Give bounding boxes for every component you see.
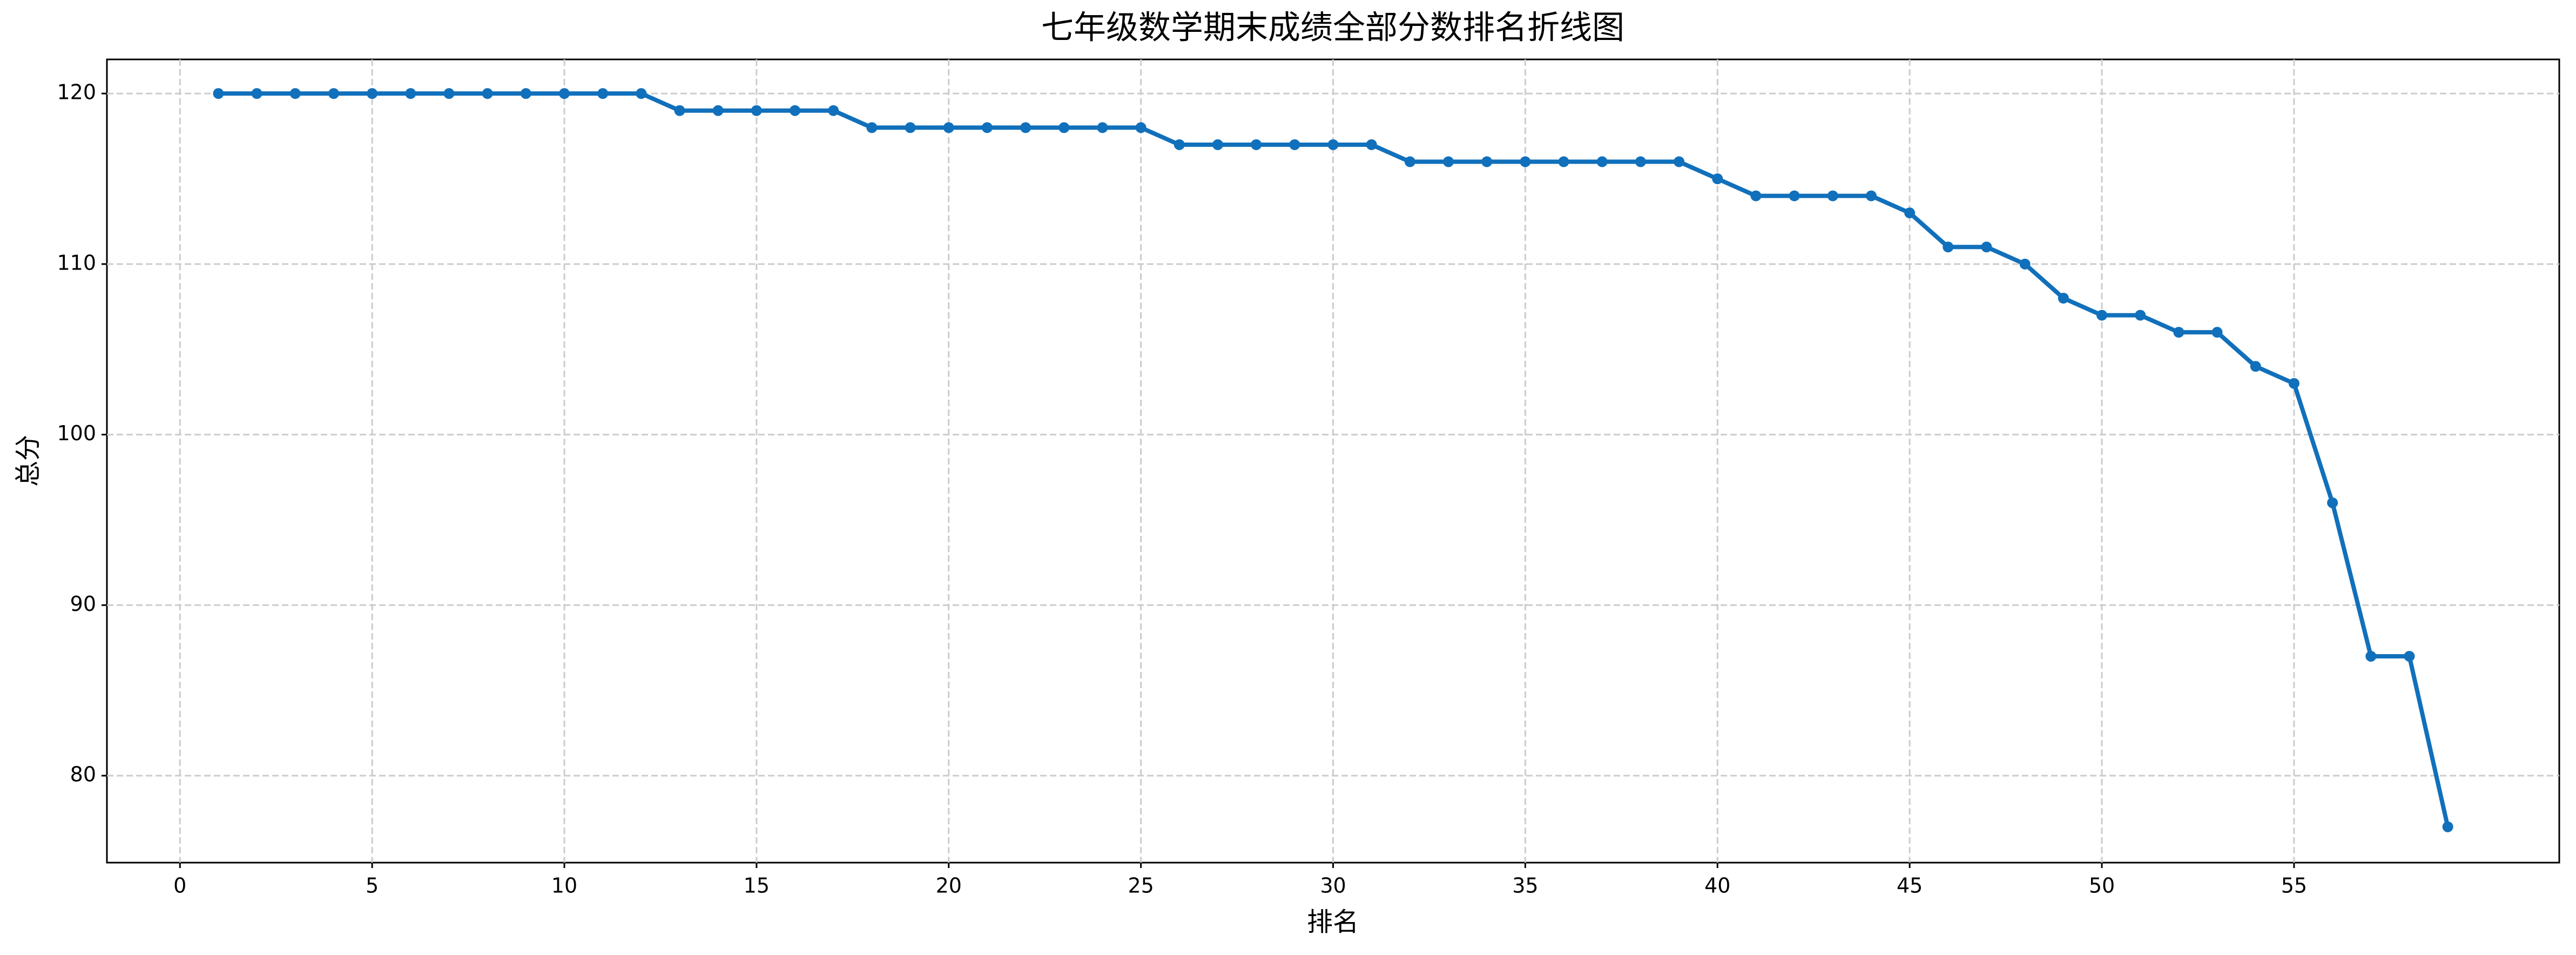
data-point bbox=[520, 88, 531, 99]
x-tick-label: 15 bbox=[744, 874, 770, 898]
data-point bbox=[1366, 139, 1377, 150]
data-point bbox=[2211, 327, 2223, 338]
data-point bbox=[2442, 821, 2453, 832]
data-point bbox=[1481, 156, 1493, 167]
data-point bbox=[1750, 190, 1762, 201]
data-point bbox=[1404, 156, 1415, 167]
data-point bbox=[251, 88, 262, 99]
data-point bbox=[1327, 139, 1339, 150]
data-point bbox=[1712, 173, 1723, 184]
x-tick-label: 0 bbox=[173, 874, 186, 898]
data-point bbox=[1174, 139, 1185, 150]
data-point bbox=[2096, 310, 2108, 321]
data-point bbox=[2365, 650, 2377, 662]
data-point bbox=[1520, 156, 1531, 167]
x-tick-label: 45 bbox=[1897, 874, 1923, 898]
data-point bbox=[1827, 190, 1838, 201]
data-point bbox=[405, 88, 416, 99]
data-point bbox=[981, 122, 993, 133]
data-point bbox=[712, 105, 724, 116]
data-point bbox=[1635, 156, 1646, 167]
data-point bbox=[2019, 258, 2031, 270]
y-tick-label: 110 bbox=[57, 251, 96, 274]
data-point bbox=[943, 122, 954, 133]
data-point bbox=[482, 88, 493, 99]
x-tick-label: 30 bbox=[1320, 874, 1346, 898]
data-point bbox=[1212, 139, 1223, 150]
data-point bbox=[866, 122, 878, 133]
data-point bbox=[367, 88, 378, 99]
data-point bbox=[1135, 122, 1147, 133]
data-point bbox=[2135, 310, 2146, 321]
data-point bbox=[1251, 139, 1262, 150]
data-point bbox=[1865, 190, 1877, 201]
data-point bbox=[790, 105, 801, 116]
data-point bbox=[558, 88, 570, 99]
chart-title: 七年级数学期末成绩全部分数排名折线图 bbox=[1041, 9, 1624, 47]
x-tick-label: 35 bbox=[1512, 874, 1538, 898]
data-point bbox=[1789, 190, 1800, 201]
x-tick-label: 10 bbox=[551, 874, 577, 898]
data-point bbox=[213, 88, 224, 99]
data-point bbox=[1558, 156, 1569, 167]
data-point bbox=[1289, 139, 1300, 150]
data-point bbox=[2404, 650, 2415, 662]
data-point bbox=[597, 88, 609, 99]
y-tick-label: 80 bbox=[70, 762, 96, 786]
x-tick-label: 50 bbox=[2089, 874, 2115, 898]
x-tick-label: 55 bbox=[2281, 874, 2307, 898]
data-point bbox=[1904, 207, 1916, 219]
x-tick-label: 25 bbox=[1128, 874, 1154, 898]
y-axis-label: 总分 bbox=[13, 435, 43, 487]
data-point bbox=[1981, 241, 1992, 253]
data-point bbox=[328, 88, 339, 99]
data-point bbox=[674, 105, 685, 116]
data-point bbox=[443, 88, 455, 99]
data-point bbox=[289, 88, 301, 99]
data-point bbox=[2058, 292, 2069, 304]
data-point bbox=[1943, 241, 1954, 253]
data-point bbox=[2288, 378, 2299, 389]
data-point bbox=[1097, 122, 1108, 133]
data-point bbox=[636, 88, 647, 99]
data-point bbox=[1674, 156, 1685, 167]
x-tick-label: 5 bbox=[366, 874, 379, 898]
y-tick-label: 120 bbox=[57, 80, 96, 104]
data-point bbox=[2327, 497, 2338, 508]
x-tick-label: 40 bbox=[1704, 874, 1730, 898]
data-point bbox=[1443, 156, 1454, 167]
x-axis-label: 排名 bbox=[1307, 907, 1359, 937]
data-point bbox=[1596, 156, 1608, 167]
data-point bbox=[828, 105, 839, 116]
data-point bbox=[905, 122, 916, 133]
x-tick-label: 20 bbox=[936, 874, 962, 898]
data-point bbox=[2173, 327, 2184, 338]
data-point bbox=[2250, 361, 2261, 372]
y-tick-label: 90 bbox=[70, 592, 96, 616]
data-point bbox=[1020, 122, 1031, 133]
y-tick-label: 100 bbox=[57, 421, 96, 445]
data-point bbox=[1058, 122, 1070, 133]
data-point bbox=[751, 105, 762, 116]
